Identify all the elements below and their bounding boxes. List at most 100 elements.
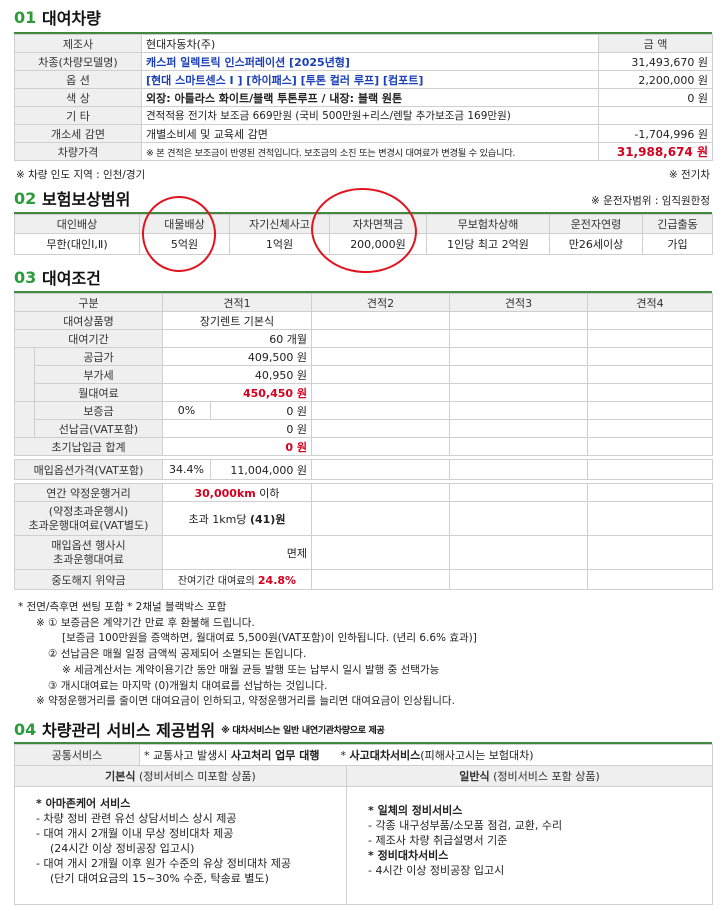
list-item: - 차량 정비 관련 유선 상담서비스 상시 제공 [36, 812, 237, 825]
row-label: 기 타 [14, 106, 142, 125]
table-row: 개소세 감면 개별소비세 및 교육세 감면 -1,704,996 원 [14, 124, 713, 143]
row-amount: 31,493,670 원 [598, 52, 713, 71]
insurance-table: 대인배상 대물배상 자기신체사고 자차면책금 무보험차상해 운전자연령 긴급출동… [14, 214, 713, 255]
list-item: - 제조사 차량 취급설명서 기준 [368, 834, 508, 847]
table-row: 무한(대인Ⅰ,Ⅱ) 5억원 1억원 200,000원 1인당 최고 2억원 만2… [14, 233, 713, 255]
table-row: 월대여료 450,450 원 [15, 383, 713, 402]
excess-label-line: 초과운행대여료(VAT별도) [28, 518, 149, 532]
basic-head-text: (정비서비스 미포함 상품) [135, 770, 256, 783]
deposit-percent: 0% [162, 401, 211, 420]
delivery-region-note: ※ 차량 인도 지역 : 인천/경기 [16, 169, 146, 181]
prepay-value: 0 원 [162, 419, 312, 438]
section-divider [14, 212, 712, 214]
row-value: 개별소비세 및 교육세 감면 [141, 124, 599, 143]
section-divider [14, 742, 712, 744]
excess-label-line: (약정초과운행시) [48, 504, 129, 518]
table-row: 대여상품명 장기렌트 기본식 [14, 311, 713, 330]
row-label: 중도해지 위약금 [14, 569, 163, 590]
list-item: (단기 대여요금의 15~30% 수준, 탁송료 별도) [36, 872, 269, 885]
row-label: 선납금(VAT포함) [34, 419, 163, 438]
value-cell: 가입 [642, 233, 713, 255]
excess-cell: 초과 1km당 (41)원 [162, 501, 312, 536]
table-row: 차량가격 ※ 본 견적은 보조금이 반영된 견적입니다. 보조금의 소진 또는 … [14, 142, 713, 161]
header-cell: 자기신체사고 [229, 214, 330, 234]
note-line: ※ 약정운행거리를 줄이면 대여요금이 인하되고, 약정운행거리를 늘리면 대여… [36, 695, 455, 707]
monthly-fee: 450,450 원 [162, 383, 312, 402]
header-cell: 견적1 [162, 293, 312, 312]
note-line: ③ 개시대여료는 마지막 (0)개월치 대여료를 선납하는 것입니다. [48, 680, 328, 692]
row-label: 옵 션 [14, 70, 142, 89]
general-service-list: * 일체의 정비서비스 - 각종 내구성부품/소모품 점검, 교환, 수리 - … [368, 803, 562, 878]
common-service-1: 사고처리 업무 대행 [230, 749, 320, 762]
note-line: [보증금 100만원을 증액하면, 월대여료 5,500원(VAT포함)이 인하… [62, 632, 477, 644]
value-cell: 만26세이상 [549, 233, 643, 255]
note-line: * 전면/측후면 썬팅 포함 * 2채널 블랙박스 포함 [18, 601, 227, 613]
row-label: 초기납입금 합계 [14, 437, 163, 456]
initial-payment: 0 원 [162, 437, 312, 456]
row-label: 대여상품명 [14, 311, 163, 330]
table-row [14, 786, 714, 905]
basic-head-bold: 기본식 [105, 770, 136, 783]
mileage-value: 30,000km [194, 486, 256, 500]
general-head-text: (정비서비스 포함 상품) [489, 770, 600, 783]
table-row: 초기납입금 합계 0 원 [14, 437, 713, 456]
row-label: 매입옵션가격(VAT포함) [14, 459, 163, 480]
note-line: ② 선납금은 매월 일정 금액씩 공제되어 소멸되는 돈입니다. [48, 648, 307, 660]
penalty-value: 24.8% [257, 574, 297, 587]
vat-value: 40,950 원 [162, 365, 312, 384]
buyout-percent: 34.4% [162, 459, 211, 480]
row-label: 매입옵션 행사시 초과운행대여료 [14, 535, 163, 570]
table-row: 중도해지 위약금 잔여기간 대여료의 24.8% [14, 569, 713, 590]
list-item: - 4시간 이상 정비공장 입고시 [368, 864, 505, 877]
header-cell: 대인배상 [14, 214, 140, 234]
table-row: 매입옵션가격(VAT포함) 34.4% 11,004,000 원 [14, 459, 713, 480]
mileage-cell: 30,000km 이하 [162, 483, 312, 502]
row-label: 제조사 [14, 34, 142, 53]
table-row: 보증금 0% 0 원 [14, 401, 713, 438]
header-cell: 운전자연령 [549, 214, 643, 234]
row-label: 차량가격 [14, 142, 142, 161]
common-service-2-post: (피해사고시는 보험대차) [420, 749, 534, 762]
list-item: - 대여 개시 2개월 이후 원가 수준의 유상 정비대차 제공 [36, 857, 291, 870]
vehicle-price: 31,988,674 원 [598, 142, 713, 161]
row-label: 개소세 감면 [14, 124, 142, 143]
deposit-value: 0 원 [210, 401, 312, 420]
section-title: 보험보상범위 [42, 190, 131, 209]
table-row: 기본식 (정비서비스 미포함 상품) 일반식 (정비서비스 포함 상품) [14, 765, 714, 787]
list-item: - 각종 내구성부품/소모품 점검, 교환, 수리 [368, 819, 563, 832]
list-item: * 일체의 정비서비스 [368, 804, 463, 817]
table-row: (약정초과운행시) 초과운행대여료(VAT별도) 초과 1km당 (41)원 [14, 501, 713, 536]
penalty-cell: 잔여기간 대여료의 24.8% [162, 569, 312, 590]
table-row: 연간 약정운행거리 30,000km 이하 [14, 483, 713, 502]
section-04-header: 04 차량관리 서비스 제공범위 ※ 대차서비스는 일반 내연기관차량으로 제공 [14, 717, 385, 741]
section-title: 차량관리 서비스 제공범위 [42, 721, 216, 740]
section-divider [14, 32, 712, 34]
row-label: 색 상 [14, 88, 142, 107]
section-title: 대여조건 [42, 269, 101, 288]
row-value: 현대자동차(주) [141, 34, 599, 53]
row-label: (약정초과운행시) 초과운행대여료(VAT별도) [14, 501, 163, 536]
excess-prefix: 초과 1km당 [188, 512, 250, 526]
vehicle-table: 제조사 현대자동차(주) 금 액 차종(차량모델명) 캐스퍼 일렉트릭 인스퍼레… [14, 34, 713, 161]
table-row: 대여기간 60 개월 [14, 329, 713, 348]
buyout-excess-label-line: 초과운행대여료 [53, 552, 124, 566]
header-cell: 긴급출동 [642, 214, 713, 234]
row-label: 연간 약정운행거리 [14, 483, 163, 502]
header-cell: 대물배상 [139, 214, 230, 234]
driver-range-note: ※ 운전자범위 : 임직원한정 [591, 195, 710, 207]
row-label: 월대여료 [34, 383, 163, 402]
section-subtitle: ※ 대차서비스는 일반 내연기관차량으로 제공 [221, 725, 385, 736]
common-service-cell: * 교통사고 발생시 사고처리 업무 대행 * 사고대차서비스(피해사고시는 보… [138, 744, 714, 766]
section-divider [14, 291, 712, 293]
row-value: 견적적용 전기차 보조금 669만원 (국비 500만원+리스/렌탈 추가보조금… [141, 106, 599, 125]
list-item: - 대여 개시 2개월 이내 무상 정비대차 제공 [36, 827, 234, 840]
table-row: 공통서비스 * 교통사고 발생시 사고처리 업무 대행 * 사고대차서비스(피해… [14, 744, 714, 766]
table-row: 대인배상 대물배상 자기신체사고 자차면책금 무보험차상해 운전자연령 긴급출동 [14, 214, 713, 234]
list-item: * 정비대차서비스 [368, 849, 449, 862]
row-amount: 0 원 [598, 88, 713, 107]
section-title: 대여차량 [42, 9, 101, 28]
penalty-prefix: 잔여기간 대여료의 [177, 576, 258, 587]
common-service-2: 사고대차서비스 [349, 749, 421, 762]
section-number: 01 [14, 7, 37, 27]
mileage-suffix: 이하 [255, 486, 280, 500]
